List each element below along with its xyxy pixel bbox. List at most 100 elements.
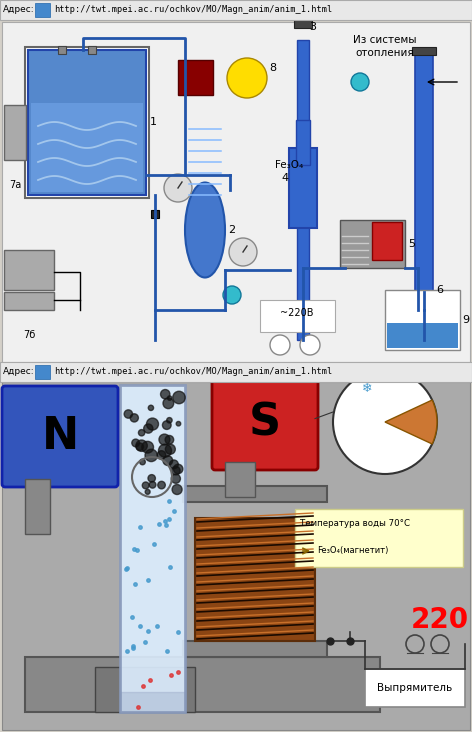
FancyBboxPatch shape [295,509,463,567]
Circle shape [172,485,182,495]
Circle shape [143,424,153,433]
Circle shape [148,406,153,411]
FancyBboxPatch shape [4,250,54,290]
FancyBboxPatch shape [415,50,433,310]
FancyBboxPatch shape [95,667,195,712]
FancyBboxPatch shape [151,210,159,218]
Circle shape [136,443,143,450]
Circle shape [165,444,175,455]
FancyBboxPatch shape [25,47,149,198]
Text: 5: 5 [408,239,415,249]
FancyBboxPatch shape [120,385,185,712]
Wedge shape [385,400,437,444]
Circle shape [159,434,170,445]
Text: 2: 2 [228,225,235,235]
Circle shape [140,459,145,465]
Text: 4: 4 [281,173,288,183]
Circle shape [132,439,140,447]
Text: 1: 1 [150,117,157,127]
FancyBboxPatch shape [0,0,472,20]
FancyBboxPatch shape [88,46,96,54]
FancyBboxPatch shape [35,365,50,379]
Circle shape [157,451,166,459]
Circle shape [172,466,180,475]
FancyBboxPatch shape [294,20,312,28]
Text: http://twt.mpei.ac.ru/ochkov/MO/Magn_anim/anim_1.html: http://twt.mpei.ac.ru/ochkov/MO/Magn_ani… [54,6,332,15]
FancyBboxPatch shape [260,300,335,332]
Text: Fe₃O₄: Fe₃O₄ [275,160,303,170]
Text: отопления: отопления [355,48,414,58]
FancyBboxPatch shape [225,462,255,497]
Circle shape [223,286,241,304]
FancyBboxPatch shape [183,641,327,657]
Circle shape [227,58,267,98]
Text: 220: 220 [411,606,469,634]
Circle shape [167,417,172,423]
Circle shape [130,414,138,422]
Circle shape [229,238,257,266]
Text: 9: 9 [462,315,469,325]
Text: 7б: 7б [23,330,35,340]
Circle shape [270,335,290,355]
FancyBboxPatch shape [2,22,470,362]
Text: http://twt.mpei.ac.ru/ochkov/MO/Magn_anim/anim_1.html: http://twt.mpei.ac.ru/ochkov/MO/Magn_ani… [54,367,332,376]
Circle shape [159,444,171,458]
Circle shape [168,396,172,400]
Text: ❄: ❄ [362,381,372,395]
Text: 3: 3 [309,22,316,32]
Circle shape [145,449,157,462]
FancyBboxPatch shape [297,40,309,340]
Text: 6: 6 [436,285,443,295]
Circle shape [162,421,171,430]
Circle shape [124,410,133,418]
FancyBboxPatch shape [183,486,327,502]
Circle shape [164,174,192,202]
Circle shape [173,391,185,404]
Circle shape [169,460,178,468]
FancyBboxPatch shape [178,60,213,95]
FancyBboxPatch shape [289,148,317,228]
Circle shape [300,335,320,355]
FancyBboxPatch shape [296,120,310,165]
Text: N: N [42,415,79,458]
FancyBboxPatch shape [58,46,66,54]
Text: ~220В: ~220В [280,308,314,318]
FancyBboxPatch shape [195,518,315,641]
Circle shape [333,370,437,474]
Text: Fe₃O₄(магнетит): Fe₃O₄(магнетит) [317,547,388,556]
Text: Адрес:: Адрес: [3,6,34,15]
Circle shape [146,418,159,430]
Circle shape [173,464,183,474]
Circle shape [165,436,174,444]
Circle shape [171,474,180,483]
Circle shape [176,422,181,426]
Text: S: S [249,401,281,444]
FancyBboxPatch shape [387,323,458,348]
Circle shape [145,490,150,494]
FancyBboxPatch shape [385,290,460,350]
FancyBboxPatch shape [340,220,405,268]
FancyBboxPatch shape [35,3,50,17]
Circle shape [160,389,170,399]
Circle shape [148,474,155,482]
Text: Адрес:: Адрес: [3,367,34,376]
Text: Выпрямитель: Выпрямитель [378,683,453,693]
FancyBboxPatch shape [0,362,472,382]
FancyBboxPatch shape [2,386,118,487]
FancyBboxPatch shape [4,105,26,160]
FancyBboxPatch shape [28,50,146,195]
Text: Температура воды 70°С: Температура воды 70°С [300,518,410,528]
Circle shape [149,482,156,488]
Text: Из системы: Из системы [353,35,417,45]
Circle shape [136,440,147,452]
Circle shape [138,430,145,436]
Circle shape [142,482,149,489]
FancyBboxPatch shape [25,657,380,712]
FancyBboxPatch shape [372,222,402,260]
FancyBboxPatch shape [25,479,50,534]
FancyBboxPatch shape [412,47,436,55]
Text: 7а: 7а [9,180,21,190]
Text: 8: 8 [269,63,276,73]
FancyBboxPatch shape [4,292,54,310]
Ellipse shape [185,182,225,277]
